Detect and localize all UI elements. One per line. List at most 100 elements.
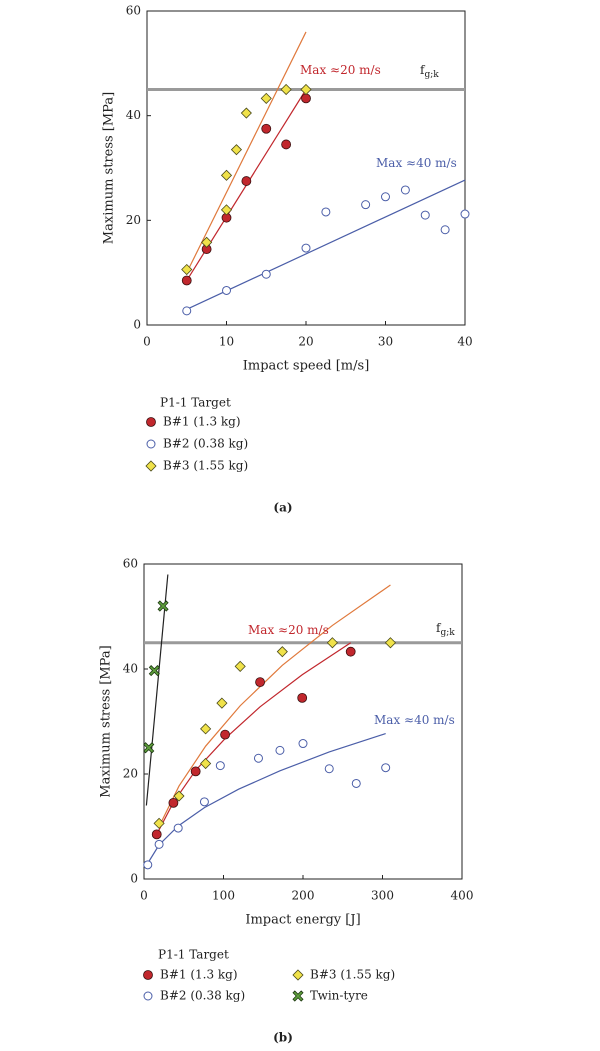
data-point — [151, 829, 162, 840]
data-point — [400, 185, 410, 195]
data-point — [240, 107, 252, 119]
fit-line — [145, 574, 169, 806]
data-point — [321, 207, 331, 217]
legend-marker — [143, 970, 153, 980]
legend-label: B#2 (0.38 kg) — [160, 989, 245, 1003]
data-point — [324, 764, 334, 774]
annotation: fg;k — [420, 63, 439, 80]
data-point — [143, 860, 153, 870]
data-point — [173, 790, 185, 802]
annotation: fg;k — [436, 621, 455, 638]
legend-label: B#1 (1.3 kg) — [160, 968, 238, 982]
y-tick-label: 40 — [126, 108, 141, 122]
annotation-text: Max ≈20 m/s — [300, 63, 381, 77]
data-point — [220, 169, 233, 181]
data-point — [153, 817, 165, 829]
data-point — [297, 692, 308, 703]
legend-marker — [145, 460, 157, 472]
annotation: Max ≈20 m/s — [248, 623, 329, 637]
data-point — [200, 757, 212, 770]
fit-line — [147, 733, 386, 864]
x-tick-label: 0 — [143, 335, 151, 349]
legend-label: B#2 (0.38 kg) — [163, 437, 248, 451]
data-point — [154, 839, 164, 849]
data-point — [168, 797, 179, 808]
x-tick-label: 20 — [298, 335, 313, 349]
data-point — [260, 92, 272, 104]
y-tick-label: 20 — [123, 767, 138, 781]
legend-label: B#3 (1.55 kg) — [310, 968, 395, 982]
data-point — [275, 745, 285, 755]
data-point — [276, 646, 288, 658]
legend-marker — [143, 991, 153, 1001]
fit-line — [186, 179, 466, 310]
data-point — [384, 637, 397, 649]
annotation-text: Max ≈40 m/s — [376, 156, 457, 170]
data-point — [215, 761, 225, 771]
data-point — [190, 766, 201, 777]
data-point — [280, 83, 292, 96]
data-point — [253, 753, 263, 763]
legend-marker — [146, 439, 156, 449]
data-point — [460, 209, 470, 219]
y-tick-label: 40 — [123, 662, 138, 676]
y-tick-label: 0 — [130, 872, 138, 886]
x-tick-label: 30 — [378, 335, 393, 349]
annotation-text: f — [436, 621, 442, 635]
data-point — [241, 176, 252, 186]
data-point — [351, 778, 361, 788]
data-point — [234, 660, 246, 672]
legend-marker — [146, 417, 156, 427]
annotation: Max ≈20 m/s — [300, 63, 381, 77]
fit-line — [186, 31, 307, 273]
data-point — [301, 243, 311, 253]
caption: (b) — [273, 1031, 293, 1045]
x-tick-label: 300 — [371, 889, 394, 903]
y-axis-label: Maximum stress [MPa] — [102, 92, 117, 244]
x-tick-label: 400 — [451, 889, 474, 903]
x-tick-label: 10 — [219, 335, 234, 349]
data-point — [173, 823, 183, 833]
y-axis-label: Maximum stress [MPa] — [99, 645, 114, 797]
legend-title: P1-1 Target — [158, 948, 229, 962]
data-point — [420, 210, 430, 220]
y-tick-label: 60 — [123, 557, 138, 571]
data-point — [361, 200, 371, 210]
data-point — [298, 739, 308, 749]
data-point — [220, 729, 230, 740]
y-tick-label: 60 — [126, 4, 141, 18]
caption: (a) — [273, 501, 292, 515]
legend-marker — [292, 969, 304, 981]
data-point — [181, 263, 193, 276]
annotation: Max ≈40 m/s — [376, 156, 457, 170]
legend-marker — [292, 990, 304, 1002]
data-point — [148, 665, 160, 677]
data-point — [157, 600, 169, 612]
x-tick-label: 100 — [212, 889, 235, 903]
x-tick-label: 200 — [292, 889, 315, 903]
annotation-text: Max ≈40 m/s — [374, 713, 455, 727]
data-point — [255, 677, 265, 688]
fit-line — [156, 642, 352, 835]
fit-line — [158, 584, 391, 827]
x-tick-label: 40 — [457, 335, 472, 349]
legend-title: P1-1 Target — [160, 396, 231, 410]
data-point — [181, 275, 192, 286]
annotation-subscript: g;k — [424, 70, 439, 80]
x-tick-label: 0 — [140, 889, 148, 903]
data-point — [222, 285, 231, 295]
data-point — [220, 204, 233, 216]
data-point — [345, 646, 356, 657]
data-point — [200, 723, 212, 735]
data-point — [201, 236, 213, 248]
y-tick-label: 0 — [133, 318, 141, 332]
data-point — [281, 139, 292, 150]
data-point — [216, 697, 228, 709]
legend-label: Twin-tyre — [310, 989, 368, 1003]
data-point — [199, 797, 209, 807]
x-axis-label: Impact energy [J] — [245, 913, 360, 928]
data-point — [301, 93, 311, 104]
data-point — [261, 123, 272, 134]
x-axis-label: Impact speed [m/s] — [243, 359, 370, 374]
